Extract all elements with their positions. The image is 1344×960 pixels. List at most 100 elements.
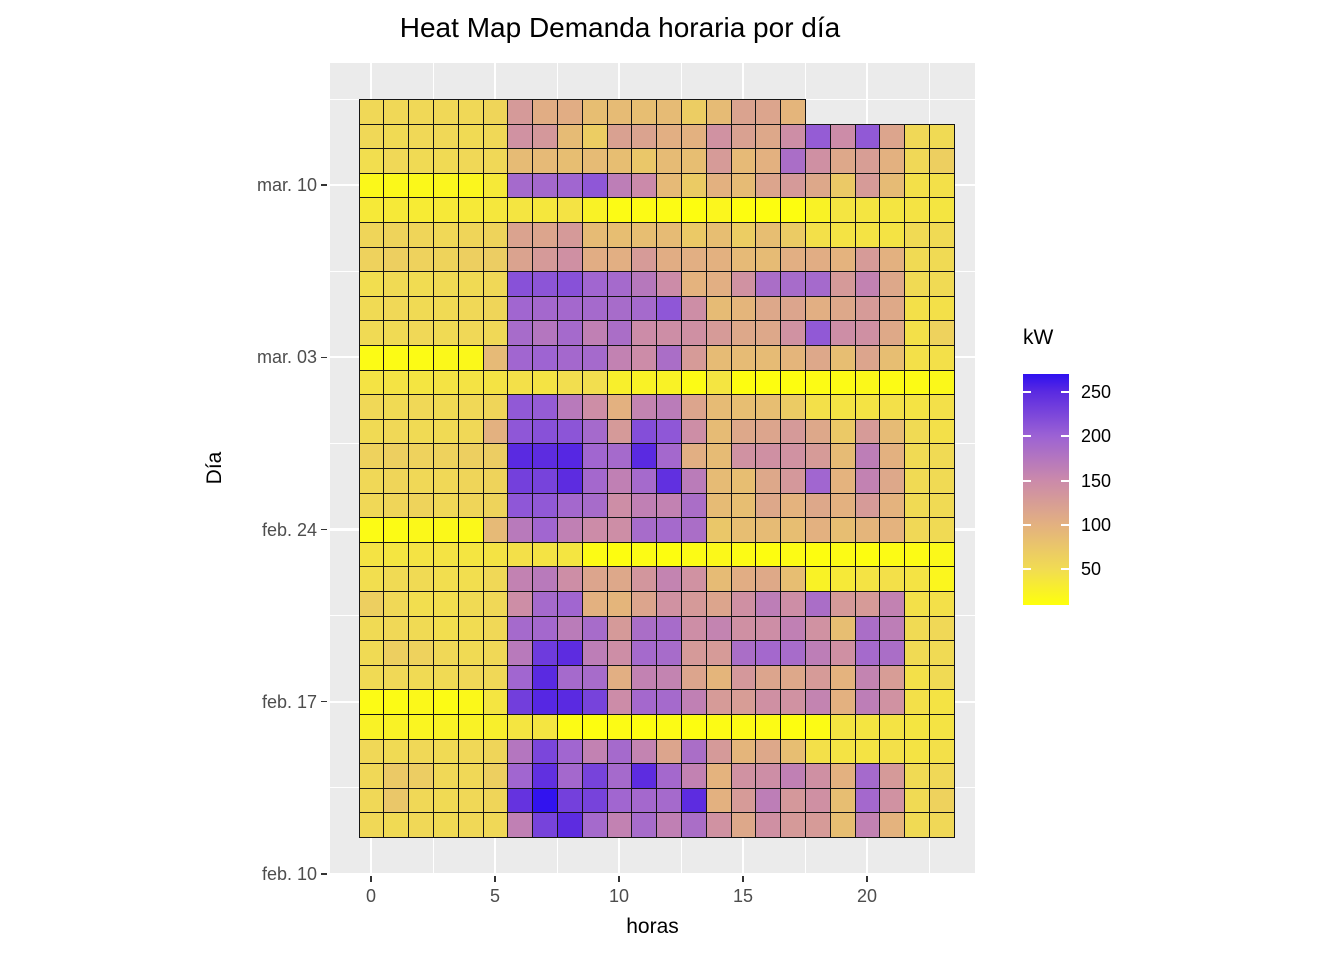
heatmap-cell <box>780 443 806 469</box>
heatmap-cell <box>730 566 757 592</box>
heatmap-cell <box>532 492 558 519</box>
heatmap-cell <box>705 99 732 125</box>
heatmap-cell <box>556 172 583 199</box>
heatmap-cell <box>532 468 558 494</box>
heatmap-cell <box>358 99 385 125</box>
x-tick-label: 20 <box>856 886 878 906</box>
heatmap-cell <box>457 812 484 838</box>
legend-tick-mark <box>1061 568 1069 571</box>
heatmap-cell <box>705 369 732 396</box>
heatmap-cell <box>904 787 930 814</box>
heatmap-cell <box>432 320 459 346</box>
heatmap-cell <box>383 591 410 617</box>
heatmap-cell <box>408 394 434 420</box>
heatmap-cell <box>656 787 682 814</box>
heatmap-cell <box>432 640 459 666</box>
heatmap-cell <box>556 394 583 420</box>
heatmap-cell <box>705 615 732 642</box>
heatmap-cell <box>829 345 856 371</box>
heatmap-cell <box>854 566 881 592</box>
heatmap-cell <box>730 172 757 199</box>
heatmap-cell <box>705 271 732 297</box>
heatmap-cell <box>532 738 558 765</box>
heatmap-cell <box>829 369 856 396</box>
heatmap-cell <box>804 591 831 617</box>
heatmap-cell <box>879 148 906 174</box>
heatmap-cell <box>457 640 484 666</box>
heatmap-cell <box>680 787 707 814</box>
heatmap-cell <box>804 320 831 346</box>
heatmap-cell <box>581 517 608 543</box>
heatmap-cell <box>556 517 583 543</box>
heatmap-cell <box>457 591 484 617</box>
heatmap-cell <box>780 148 806 174</box>
heatmap-cell <box>730 468 757 494</box>
heatmap-cell <box>804 541 831 568</box>
heatmap-cell <box>408 640 434 666</box>
heatmap-cell <box>780 812 806 838</box>
heatmap-cell <box>780 640 806 666</box>
heatmap-cell <box>656 763 682 789</box>
heatmap-cell <box>928 271 955 297</box>
heatmap-cell <box>581 714 608 740</box>
heatmap-cell <box>656 517 682 543</box>
heatmap-cell <box>631 714 658 740</box>
heatmap-cell <box>606 222 633 248</box>
heatmap-cell <box>482 222 509 248</box>
legend-tick-mark <box>1023 390 1031 393</box>
heatmap-cell <box>507 172 534 199</box>
heatmap-cell <box>804 689 831 715</box>
heatmap-cell <box>457 517 484 543</box>
heatmap-cell <box>829 123 856 150</box>
heatmap-cell <box>879 738 906 765</box>
heatmap-cell <box>656 566 682 592</box>
heatmap-cell <box>780 369 806 396</box>
heatmap-cell <box>705 320 732 346</box>
heatmap-cell <box>705 640 732 666</box>
heatmap-cell <box>556 443 583 469</box>
heatmap-cell <box>705 517 732 543</box>
heatmap-cell <box>581 689 608 715</box>
heatmap-cell <box>656 271 682 297</box>
heatmap-cell <box>482 615 509 642</box>
heatmap-cell <box>854 172 881 199</box>
heatmap-cell <box>804 271 831 297</box>
heatmap-cell <box>780 689 806 715</box>
heatmap-cell <box>457 738 484 765</box>
heatmap-cell <box>854 787 881 814</box>
heatmap-cell <box>507 222 534 248</box>
heatmap-cell <box>854 369 881 396</box>
heatmap-cell <box>879 541 906 568</box>
heatmap-cell <box>680 664 707 691</box>
heatmap-grid <box>358 99 955 838</box>
heatmap-cell <box>656 320 682 346</box>
heatmap-cell <box>432 418 459 445</box>
heatmap-cell <box>730 320 757 346</box>
heatmap-cell <box>829 541 856 568</box>
heatmap-cell <box>904 197 930 223</box>
heatmap-cell <box>408 345 434 371</box>
heatmap-cell <box>556 714 583 740</box>
x-tick-label: 15 <box>732 886 754 906</box>
gridline-horizontal <box>330 872 975 875</box>
heatmap-cell <box>928 418 955 445</box>
heatmap-cell <box>879 394 906 420</box>
x-tick-label: 10 <box>608 886 630 906</box>
heatmap-cell <box>507 295 534 322</box>
heatmap-cell <box>730 197 757 223</box>
heatmap-cell <box>432 468 459 494</box>
heatmap-cell <box>606 468 633 494</box>
heatmap-cell <box>581 123 608 150</box>
heatmap-cell <box>656 468 682 494</box>
heatmap-cell <box>854 591 881 617</box>
heatmap-cell <box>780 787 806 814</box>
heatmap-cell <box>780 271 806 297</box>
heatmap-cell <box>680 468 707 494</box>
heatmap-cell <box>829 172 856 199</box>
heatmap-cell <box>904 640 930 666</box>
heatmap-cell <box>432 492 459 519</box>
heatmap-cell <box>631 517 658 543</box>
heatmap-cell <box>829 591 856 617</box>
heatmap-cell <box>457 123 484 150</box>
heatmap-cell <box>804 492 831 519</box>
